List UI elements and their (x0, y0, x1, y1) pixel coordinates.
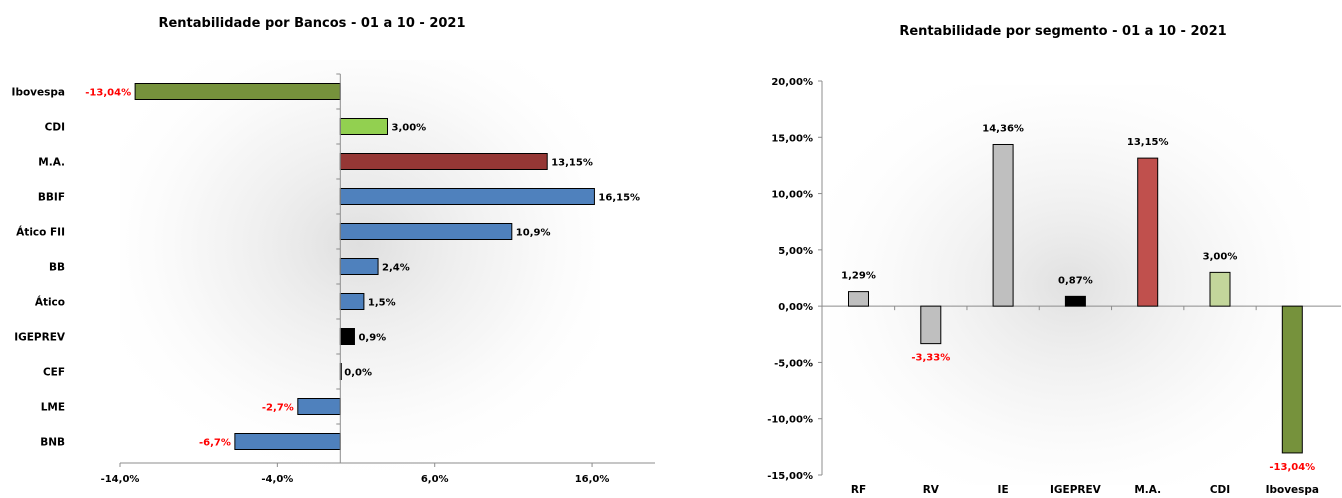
bank-data-label-ibovespa: -13,04% (85, 88, 131, 99)
bank-bar-m-a (339, 153, 548, 170)
bank-bar-atico (339, 293, 365, 310)
bank-chart-axes: -14,0% -4,0% 6,0% 16,0% (101, 73, 655, 485)
bank-data-label-bbif: 16,15% (598, 193, 640, 204)
segment-data-label-ibovespa: -13,04% (1269, 462, 1315, 473)
segment-category-label-rv: RV (923, 484, 940, 496)
segment-chart-y-tick-label: -10,00% (767, 415, 813, 426)
segment-returns-chart: Rentabilidade por segmento - 01 a 10 - 2… (767, 24, 1341, 496)
bank-bar-bnb (234, 433, 341, 450)
bank-bar-bb (339, 258, 379, 275)
bank-data-label-lme: -2,7% (262, 403, 294, 414)
segment-chart-y-tick-label: 15,00% (771, 133, 813, 144)
bank-category-label-igeprev: IGEPREV (14, 332, 66, 344)
segment-data-label-m-a: 13,15% (1127, 137, 1169, 148)
bank-category-label-m-a: M.A. (38, 157, 65, 169)
bank-data-label-cdi: 3,00% (392, 123, 427, 134)
bank-chart-x-tick-label: -14,0% (101, 474, 140, 485)
bank-chart-x-tick-label: 16,0% (575, 474, 610, 485)
segment-category-label-rf: RF (851, 484, 866, 496)
segment-category-label-igeprev: IGEPREV (1050, 484, 1102, 496)
bank-data-label-cef: 0,0% (344, 368, 372, 379)
segment-chart-data-labels: 1,29% -3,33% 14,36% 0,87% 13,15% 3,00% -13,04% (841, 123, 1315, 472)
bank-category-label-lme: LME (41, 402, 65, 414)
bank-bar-ibovespa (134, 83, 341, 100)
bank-chart-category-labels: Ibovespa CDI M.A. BBIF Ático FII BB Ático IGEPR… (12, 87, 66, 449)
bank-data-label-igeprev: 0,9% (358, 333, 386, 344)
segment-data-label-rf: 1,29% (841, 271, 876, 282)
bank-data-label-bnb: -6,7% (199, 438, 231, 449)
bank-category-label-atico: Ático (35, 296, 65, 309)
bank-bar-bbif (339, 188, 595, 205)
segment-bar-igeprev (1064, 295, 1086, 307)
segment-chart-y-tick-label: 0,00% (778, 302, 813, 313)
bank-returns-chart: Rentabilidade por Bancos - 01 a 10 - 202… (12, 16, 655, 485)
bank-category-label-cef: CEF (43, 367, 65, 379)
segment-chart-y-tick-label: -15,00% (767, 471, 813, 482)
segment-category-label-ie: IE (998, 484, 1009, 496)
segment-chart-y-tick-label: 5,00% (778, 246, 813, 257)
segment-data-label-rv: -3,33% (911, 353, 950, 364)
segment-category-label-cdi: CDI (1210, 484, 1230, 496)
segment-bar-ie (992, 143, 1014, 307)
bank-chart-x-tick-label: 6,0% (421, 474, 449, 485)
bank-category-label-bb: BB (49, 262, 65, 274)
segment-chart-y-tick-label: 20,00% (771, 77, 813, 88)
bank-bar-lme (297, 398, 341, 415)
bank-bar-cdi (339, 118, 389, 135)
segment-bar-rv (920, 305, 942, 345)
segment-bar-cdi (1209, 271, 1231, 307)
bank-data-label-m-a: 13,15% (551, 158, 593, 169)
bank-bar-atico-fii (339, 223, 513, 240)
segment-chart-category-labels: RF RV IE IGEPREV M.A. CDI Ibovespa (851, 484, 1319, 496)
bank-category-label-cdi: CDI (45, 122, 65, 134)
bank-chart-title: Rentabilidade por Bancos - 01 a 10 - 202… (158, 16, 465, 31)
segment-category-label-ibovespa: Ibovespa (1266, 484, 1319, 496)
segment-bar-m-a (1137, 157, 1159, 307)
bank-category-label-ibovespa: Ibovespa (12, 87, 65, 99)
bank-category-label-bnb: BNB (40, 437, 65, 449)
segment-data-label-cdi: 3,00% (1203, 251, 1238, 262)
segment-bar-rf (848, 291, 869, 307)
segment-category-label-m-a: M.A. (1134, 484, 1161, 496)
segment-chart-bars (848, 143, 1303, 454)
segment-data-label-ie: 14,36% (982, 123, 1024, 134)
bank-data-label-bb: 2,4% (382, 263, 410, 274)
bank-bar-igeprev (339, 328, 355, 345)
bank-data-label-atico: 1,5% (368, 298, 396, 309)
bank-category-label-atico-fii: Ático FII (16, 226, 65, 239)
segment-chart-title: Rentabilidade por segmento - 01 a 10 - 2… (899, 24, 1226, 39)
bank-chart-data-labels: -13,04% 3,00% 13,15% 16,15% 10,9% 2,4% 1,5% 0,9… (85, 88, 640, 449)
segment-chart-y-tick-label: 10,00% (771, 190, 813, 201)
segment-data-label-igeprev: 0,87% (1058, 275, 1093, 286)
segment-bar-ibovespa (1281, 305, 1303, 454)
bank-data-label-atico-fii: 10,9% (516, 228, 551, 239)
bank-category-label-bbif: BBIF (38, 192, 65, 204)
segment-chart-y-tick-label: -5,00% (774, 358, 813, 369)
bank-chart-x-tick-label: -4,0% (261, 474, 293, 485)
